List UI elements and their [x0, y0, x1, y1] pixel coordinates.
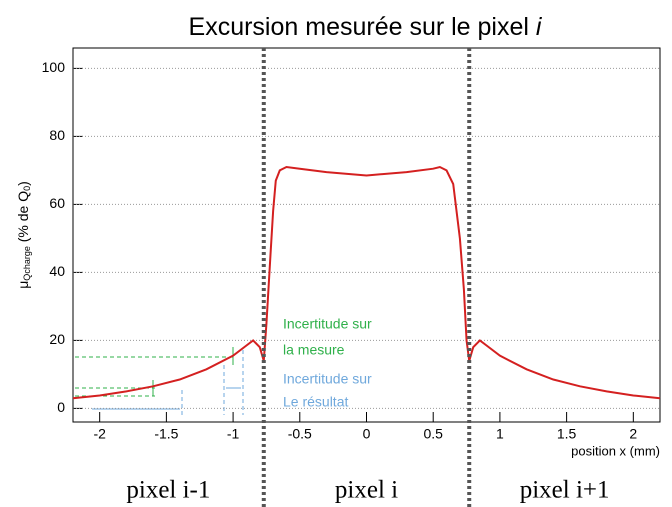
annotation: Incertitude sur — [283, 371, 372, 387]
x-tick-label: -2 — [93, 426, 106, 442]
y-label-sub: 0 — [22, 186, 32, 191]
x-tick-label: -1 — [227, 426, 240, 442]
y-tick-label: 100 — [42, 59, 66, 75]
annotation: Incertitude sur — [283, 316, 372, 332]
x-axis-label: position x (mm) — [571, 443, 660, 458]
x-tick-label: 0 — [363, 426, 371, 442]
y-label-part: (% de Q — [15, 191, 31, 246]
annotation: Le résultat — [283, 394, 348, 410]
y-axis-label: μQcharge (% de Q0) — [15, 181, 33, 289]
data-line — [72, 165, 661, 400]
x-tick-label: -1.5 — [154, 426, 178, 442]
y-label-sub: Qcharge — [22, 246, 32, 281]
x-tick-label: -0.5 — [288, 426, 312, 442]
annotation-guides — [75, 347, 244, 415]
y-label-part: ) — [15, 181, 31, 186]
title-main: Excursion mesurée sur le pixel — [189, 13, 536, 41]
x-tick-label: 0.5 — [423, 426, 443, 442]
region-label: pixel i+1 — [520, 477, 610, 504]
y-label-part: μ — [15, 281, 31, 289]
y-tick-label: 0 — [57, 399, 65, 415]
annotation: la mesure — [283, 342, 345, 358]
x-tick-label: 1.5 — [557, 426, 577, 442]
chart-title: Excursion mesurée sur le pixel i — [189, 13, 543, 41]
y-tick-label: 40 — [49, 263, 65, 279]
x-tick-label: 2 — [629, 426, 637, 442]
title-italic: i — [536, 13, 543, 41]
region-label: pixel i — [335, 477, 398, 504]
plot-frame — [72, 47, 661, 423]
y-tick-label: 60 — [49, 195, 65, 211]
y-tick-label: 20 — [49, 331, 65, 347]
region-label: pixel i-1 — [126, 477, 210, 504]
x-tick-label: 1 — [496, 426, 504, 442]
y-tick-label: 80 — [49, 127, 65, 143]
